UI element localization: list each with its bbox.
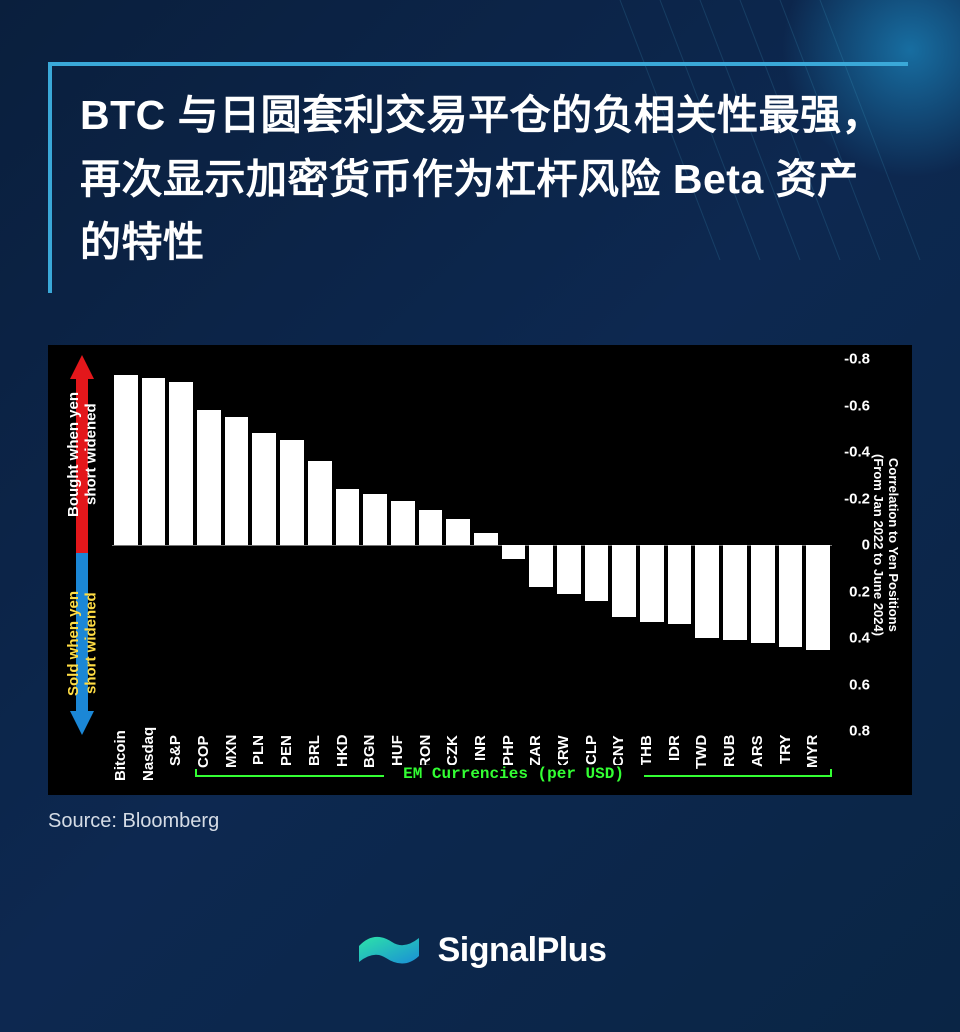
bar bbox=[114, 375, 138, 545]
bar bbox=[363, 494, 387, 545]
bar bbox=[502, 545, 526, 559]
bar bbox=[668, 545, 692, 624]
bar-slot bbox=[417, 359, 445, 731]
arrow-down-label: Sold when yen short widened bbox=[65, 591, 100, 696]
y-tick: 0.6 bbox=[849, 676, 870, 693]
em-currencies-bracket: EM Currencies (per USD) bbox=[112, 769, 832, 787]
bar-slot bbox=[693, 359, 721, 731]
bar bbox=[391, 501, 415, 545]
y-tick: 0.2 bbox=[849, 583, 870, 600]
bar-slot bbox=[444, 359, 472, 731]
bar-slot bbox=[389, 359, 417, 731]
arrow-up-label: Bought when yen short widened bbox=[65, 392, 100, 517]
bar-slot bbox=[223, 359, 251, 731]
y-tick: -0.2 bbox=[844, 490, 870, 507]
y-tick: -0.8 bbox=[844, 351, 870, 368]
bar bbox=[280, 440, 304, 545]
bar bbox=[612, 545, 636, 617]
bar-slot bbox=[472, 359, 500, 731]
bar bbox=[695, 545, 719, 638]
brand-logo-icon bbox=[354, 928, 424, 972]
plot-area bbox=[112, 359, 832, 731]
bars-container bbox=[112, 359, 832, 731]
bar bbox=[806, 545, 830, 650]
y-axis-title: Correlation to Yen Positions (From Jan 2… bbox=[870, 359, 900, 731]
bar-slot bbox=[638, 359, 666, 731]
arrow-down: Sold when yen short widened bbox=[62, 553, 102, 735]
bar-slot bbox=[306, 359, 334, 731]
arrow-column: Bought when yen short widened Sold when … bbox=[56, 355, 108, 735]
bar-slot bbox=[666, 359, 694, 731]
source-label: Source: Bloomberg bbox=[48, 810, 219, 833]
bar-slot bbox=[555, 359, 583, 731]
brand-name: SignalPlus bbox=[438, 931, 607, 970]
bar bbox=[142, 378, 166, 545]
bar-slot bbox=[140, 359, 168, 731]
brand-footer: SignalPlus bbox=[0, 928, 960, 972]
y-tick: -0.6 bbox=[844, 397, 870, 414]
bar-slot bbox=[804, 359, 832, 731]
bar bbox=[529, 545, 553, 587]
bar bbox=[474, 533, 498, 545]
bar bbox=[336, 489, 360, 545]
bar-slot bbox=[527, 359, 555, 731]
bar-slot bbox=[112, 359, 140, 731]
bar-slot bbox=[610, 359, 638, 731]
arrow-up: Bought when yen short widened bbox=[62, 355, 102, 553]
bar bbox=[446, 519, 470, 545]
title-block: BTC 与日圆套利交易平仓的负相关性最强，再次显示加密货币作为杠杆风险 Beta… bbox=[48, 62, 908, 293]
bar-slot bbox=[777, 359, 805, 731]
bar bbox=[419, 510, 443, 545]
bar bbox=[225, 417, 249, 545]
correlation-chart: Bought when yen short widened Sold when … bbox=[48, 345, 912, 795]
bar-slot bbox=[749, 359, 777, 731]
bar-slot bbox=[195, 359, 223, 731]
bar-slot bbox=[721, 359, 749, 731]
bar bbox=[169, 382, 193, 545]
bar bbox=[252, 433, 276, 545]
bar-slot bbox=[167, 359, 195, 731]
y-tick: -0.4 bbox=[844, 444, 870, 461]
bar-slot bbox=[278, 359, 306, 731]
y-tick: 0.4 bbox=[849, 630, 870, 647]
y-tick: 0.8 bbox=[849, 723, 870, 740]
bar bbox=[779, 545, 803, 647]
bar bbox=[751, 545, 775, 643]
bar bbox=[197, 410, 221, 545]
y-axis: -0.8-0.6-0.4-0.200.20.40.60.8 bbox=[836, 359, 870, 731]
bar-slot bbox=[361, 359, 389, 731]
bar-slot bbox=[250, 359, 278, 731]
bar bbox=[640, 545, 664, 622]
bar bbox=[557, 545, 581, 594]
bar-slot bbox=[334, 359, 362, 731]
bar-slot bbox=[583, 359, 611, 731]
page-title: BTC 与日圆套利交易平仓的负相关性最强，再次显示加密货币作为杠杆风险 Beta… bbox=[80, 84, 888, 275]
bar bbox=[723, 545, 747, 640]
y-tick: 0 bbox=[862, 537, 870, 554]
bar-slot bbox=[500, 359, 528, 731]
bar bbox=[308, 461, 332, 545]
bar bbox=[585, 545, 609, 601]
